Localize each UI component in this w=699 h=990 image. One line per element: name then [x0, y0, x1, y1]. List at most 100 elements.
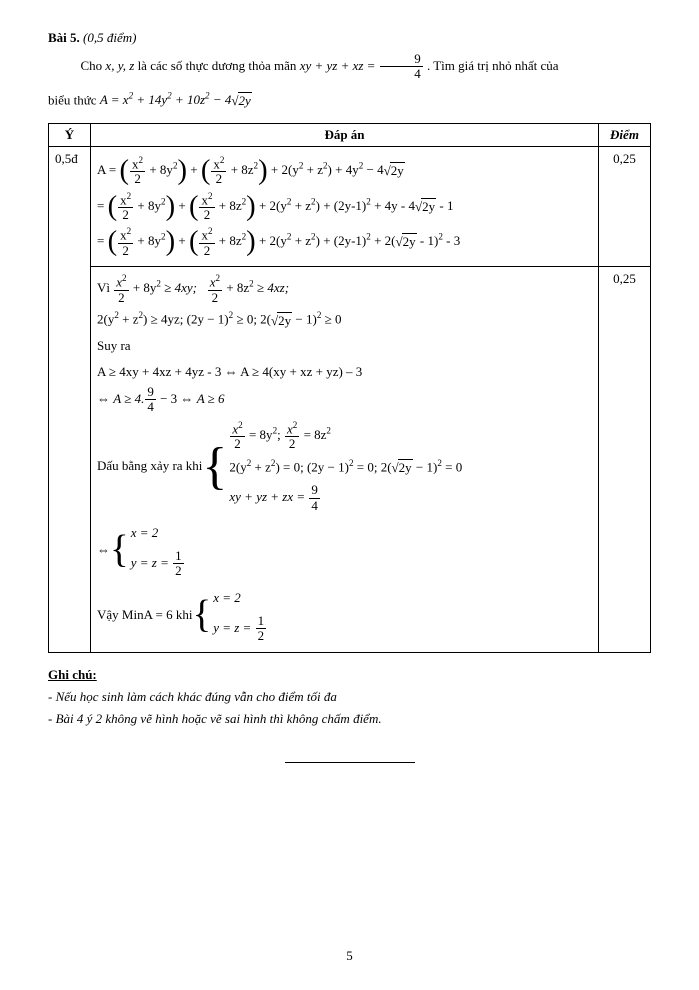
num: x2	[230, 420, 244, 437]
num: x2	[114, 273, 128, 290]
den: 2	[285, 436, 299, 451]
den: 2	[256, 628, 267, 643]
t: + 2	[256, 233, 276, 248]
rparen-icon: )	[246, 190, 256, 221]
expr: A = x2 + 14y2 + 10z2 − 4√2y	[100, 92, 252, 107]
t: Vậy MinA = 6 khi	[97, 607, 192, 623]
t: = 0; 2(	[354, 459, 392, 474]
sqrt: √2y	[392, 456, 413, 481]
cell-ans-2: Vì x22 + 8y2 ≥ 4xy; x22 + 8z2 ≥ 4xz; 2(y…	[91, 267, 599, 653]
frac: x22	[118, 191, 133, 223]
brace-icon: {	[110, 535, 129, 564]
t: + 8z	[223, 280, 249, 295]
frac: x22	[118, 226, 133, 258]
t: + 2	[268, 162, 288, 177]
vars: x, y, z	[105, 58, 134, 73]
br3-line-1: x = 2	[213, 586, 267, 611]
den: 2	[114, 290, 128, 305]
br2-line-1: x = 2	[131, 521, 185, 546]
t: − 3 ⇔	[157, 391, 197, 406]
sqrt: √2y	[231, 89, 251, 112]
t: + z	[251, 459, 271, 474]
a-ineq-2: ⇔ A ≥ 4.94 − 3 ⇔ A ≥ 6	[97, 385, 592, 415]
t: - 1	[436, 198, 453, 213]
t: + z	[303, 162, 323, 177]
den: 2	[230, 436, 244, 451]
problem-statement-1: Cho x, y, z là các số thực dương thỏa mã…	[48, 52, 651, 82]
sup: 2	[139, 155, 144, 165]
den: 2	[211, 171, 226, 186]
frac: x22	[199, 226, 214, 258]
rad: 2y	[238, 92, 252, 108]
t: =	[97, 198, 108, 213]
sqrt: √2y	[271, 309, 292, 332]
num: x2	[211, 155, 226, 172]
equality-condition: Dấu bằng xảy ra khi { x22 = 8y2; x22 = 8…	[97, 417, 592, 516]
t: - 1	[417, 233, 434, 248]
rparen-icon: )	[166, 190, 176, 221]
eq-line-1: A = (x22 + 8y2) + (x22 + 8z2) + 2(y2 + z…	[97, 155, 592, 187]
t: y = z =	[213, 620, 254, 635]
sup: 2	[293, 420, 298, 430]
fraction: 9 4	[380, 52, 423, 82]
sup: 2	[323, 160, 328, 170]
t: A ≥ 4.	[113, 391, 144, 406]
t: − 4	[210, 92, 232, 107]
eq-line-2: = (x22 + 8y2) + (x22 + 8z2) + 2(y2 + z2)…	[97, 191, 592, 223]
cell-y: 0,5đ	[49, 146, 91, 653]
num: x2	[130, 155, 145, 172]
den: 4	[309, 498, 320, 513]
t: + 4y	[332, 162, 359, 177]
t: + (2y-1)	[320, 233, 366, 248]
text: . Tìm giá trị nhỏ nhất của	[427, 58, 559, 73]
br2-line-2: y = z = 12	[131, 549, 185, 579]
t: ) = 0; (2y − 1)	[275, 459, 349, 474]
rad: 2y	[390, 162, 405, 178]
t: 2(y	[97, 312, 114, 327]
rparen-icon: )	[246, 226, 256, 257]
lparen-icon: (	[108, 226, 118, 257]
page-number: 5	[0, 948, 699, 964]
lparen-icon: (	[120, 154, 130, 185]
sup: 2	[122, 273, 127, 283]
lparen-icon: (	[189, 226, 199, 257]
num: x2	[118, 191, 133, 208]
sup: 2	[220, 155, 225, 165]
problem-label: Bài 5.	[48, 30, 80, 45]
lparen-icon: (	[108, 190, 118, 221]
den: 2	[130, 171, 145, 186]
t: = 8y	[246, 427, 273, 442]
t: + 2	[256, 198, 276, 213]
brace-body: x = 2 y = z = 12	[213, 583, 267, 646]
cell-pt-2: 0,25	[599, 267, 651, 653]
vi-line-2: 2(y2 + z2) ≥ 4yz; (2y − 1)2 ≥ 0; 2(√2y −…	[97, 307, 592, 332]
suyra: Suy ra	[97, 334, 592, 357]
den: 2	[199, 207, 214, 222]
brace-icon: {	[202, 447, 227, 486]
num: x2	[199, 191, 214, 208]
num: 1	[256, 614, 267, 628]
a-ineq-1: A ≥ 4xy + 4xz + 4yz - 3 ⇔ A ≥ 4(xy + xz …	[97, 360, 592, 383]
brace-icon: {	[192, 600, 211, 629]
t: ≥	[161, 280, 175, 295]
th-y: Ý	[49, 123, 91, 146]
den: 4	[380, 66, 423, 81]
den: 2	[118, 207, 133, 222]
frac: x22	[130, 155, 145, 187]
rparen-icon: )	[166, 226, 176, 257]
t: y = z =	[131, 554, 172, 569]
t: ≥ 0	[321, 312, 341, 327]
t: A = x	[100, 92, 129, 107]
text: là các số thực dương thỏa mãn	[138, 58, 300, 73]
t: + 8y	[146, 162, 173, 177]
th-pt: Điểm	[610, 127, 639, 142]
frac: x22	[230, 420, 244, 452]
rparen-icon: )	[177, 154, 187, 185]
cond-lhs: xy + yz + xz =	[300, 58, 379, 73]
text: Cho	[81, 58, 106, 73]
num: x2	[208, 273, 222, 290]
frac: x22	[199, 191, 214, 223]
t: +	[175, 198, 189, 213]
eq-line-3: = (x22 + 8y2) + (x22 + 8z2) + 2(y2 + z2)…	[97, 226, 592, 258]
t: xy + yz + zx =	[229, 489, 308, 504]
